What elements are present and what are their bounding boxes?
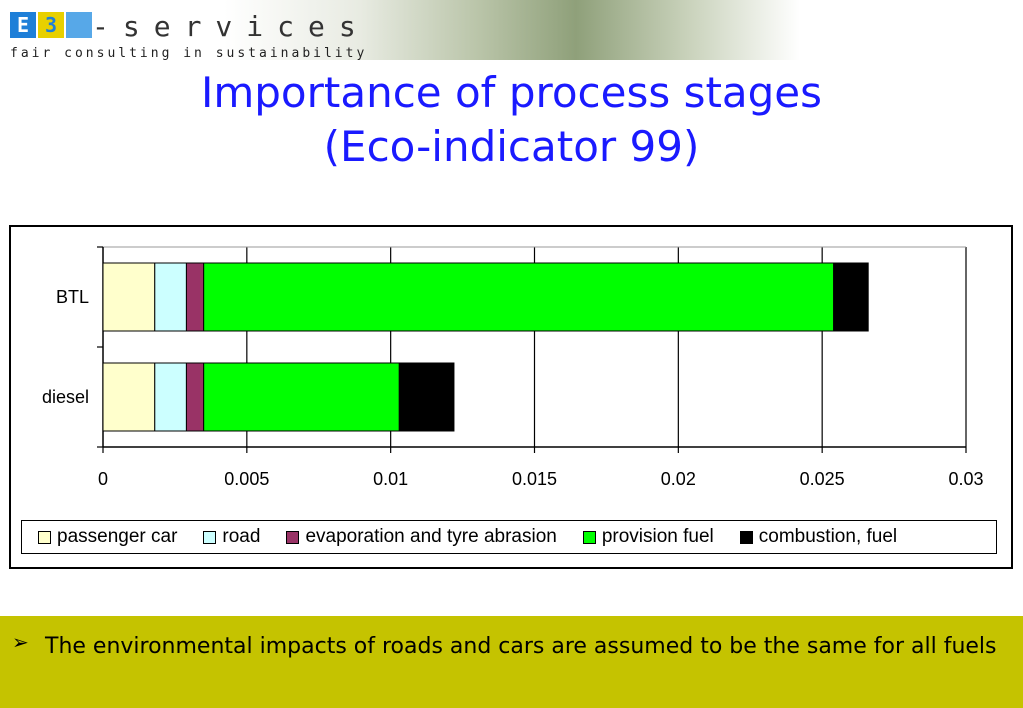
bar-segment bbox=[154, 362, 187, 432]
chart-frame: 0 0.005 0.01 0.015 0.02 0.025 0.03 BTL diesel pa… bbox=[9, 225, 1013, 569]
x-tick-label: 0.01 bbox=[373, 469, 408, 489]
title-line-2: (Eco-indicator 99) bbox=[323, 122, 700, 171]
x-tick-label: 0.005 bbox=[224, 469, 269, 489]
legend-item: provision fuel bbox=[582, 526, 714, 548]
legend-item: evaporation and tyre abrasion bbox=[286, 526, 557, 548]
logo-box-1: E bbox=[10, 12, 36, 38]
legend-swatch bbox=[286, 530, 300, 544]
category-label: diesel bbox=[42, 387, 89, 407]
legend-label: provision fuel bbox=[601, 526, 714, 547]
logo-box-3 bbox=[66, 12, 92, 38]
x-tick-label: 0.015 bbox=[512, 469, 557, 489]
bar-chart: 0 0.005 0.01 0.015 0.02 0.025 0.03 BTL diesel bbox=[42, 246, 984, 489]
category-label: BTL bbox=[56, 287, 89, 307]
legend-item: passenger car bbox=[38, 526, 177, 548]
bullet-text: The environmental impacts of roads and c… bbox=[45, 634, 997, 659]
slide-title: Importance of process stages (Eco-indica… bbox=[0, 66, 1023, 174]
bottom-note-bar: ➢ The environmental impacts of roads and… bbox=[0, 616, 1023, 708]
x-tick-label: 0.025 bbox=[800, 469, 845, 489]
bar-segment bbox=[154, 262, 187, 332]
legend-label: passenger car bbox=[57, 526, 178, 547]
bar-segment bbox=[185, 262, 205, 332]
bar-segment bbox=[203, 362, 400, 432]
logo-box-2: 3 bbox=[38, 12, 64, 38]
bar-segment bbox=[833, 262, 869, 332]
bar-segment bbox=[185, 362, 205, 432]
legend-item: combustion, fuel bbox=[739, 526, 898, 548]
bar-segment bbox=[203, 262, 835, 332]
x-tick-label: 0.03 bbox=[948, 469, 983, 489]
bar-segment bbox=[102, 262, 156, 332]
x-tick-label: 0.02 bbox=[661, 469, 696, 489]
legend-swatch bbox=[38, 530, 51, 544]
logo: E 3 bbox=[10, 12, 92, 38]
bullet-arrow-icon: ➢ bbox=[12, 630, 29, 654]
legend-item: road bbox=[203, 526, 260, 548]
bar-segment bbox=[102, 362, 156, 432]
chart-legend: passenger car road evaporation and tyre ab… bbox=[21, 520, 997, 554]
legend-swatch bbox=[203, 530, 217, 544]
header-banner: E 3 -services fair consulting in sustain… bbox=[0, 0, 800, 60]
legend-label: combustion, fuel bbox=[758, 526, 898, 547]
legend-swatch bbox=[739, 530, 753, 544]
legend-label: evaporation and tyre abrasion bbox=[305, 526, 557, 547]
title-line-1: Importance of process stages bbox=[200, 68, 823, 117]
logo-wordmark: -services bbox=[92, 10, 370, 43]
bar-segment bbox=[398, 362, 455, 432]
legend-swatch bbox=[582, 530, 596, 544]
legend-label: road bbox=[222, 526, 261, 547]
logo-tagline: fair consulting in sustainability bbox=[10, 46, 368, 61]
x-tick-label: 0 bbox=[98, 469, 108, 489]
